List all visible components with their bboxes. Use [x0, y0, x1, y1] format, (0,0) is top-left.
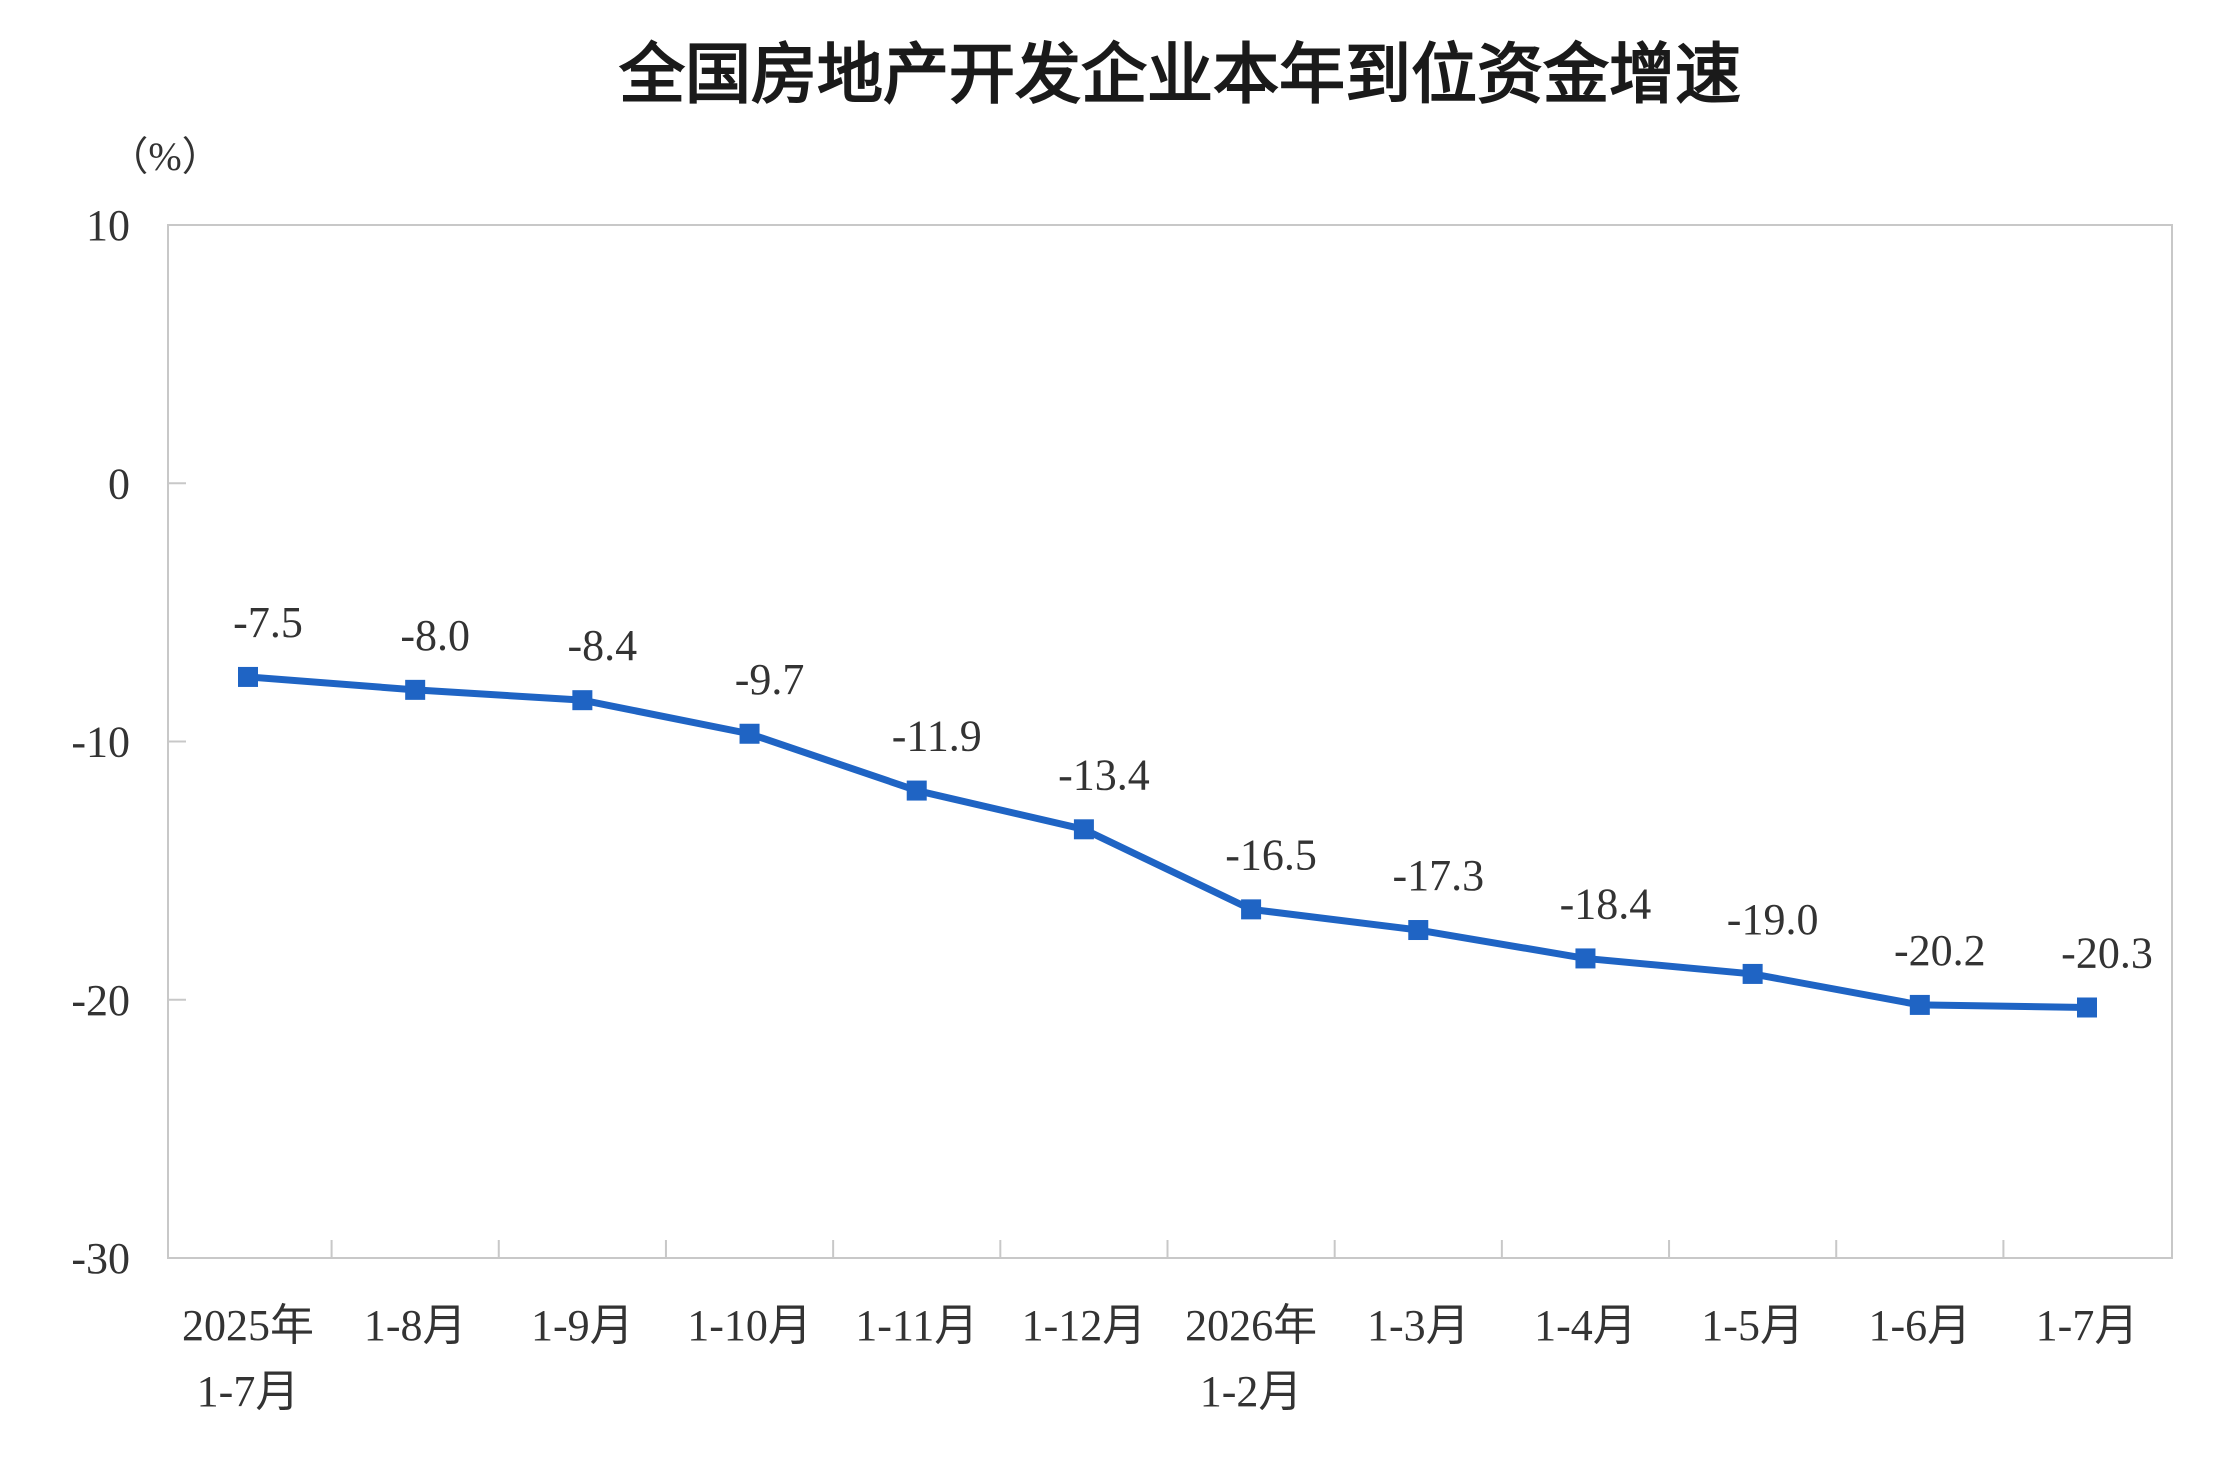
- data-label: -20.2: [1894, 926, 1986, 975]
- x-tick-label: 1-9月: [531, 1301, 634, 1350]
- y-tick-label: -10: [71, 718, 130, 767]
- y-tick-label: -30: [71, 1234, 130, 1283]
- chart-title: 全国房地产开发企业本年到位资金增速: [618, 36, 1741, 113]
- x-tick-label: 1-7月: [2036, 1301, 2139, 1350]
- data-label: -11.9: [892, 712, 982, 761]
- x-tick-label: 1-10月: [687, 1301, 812, 1350]
- x-tick-label: 2025年: [182, 1301, 314, 1350]
- data-label: -19.0: [1727, 895, 1819, 944]
- x-axis: 2025年 1-7月 1-8月 1-9月 1-10月 1-11月 1-12月 2026年 1-2…: [182, 1240, 2138, 1416]
- x-tick-label: 1-4月: [1534, 1301, 1637, 1350]
- y-tick-label: 0: [108, 459, 130, 508]
- x-tick-label: 1-6月: [1868, 1301, 1971, 1350]
- data-label: -18.4: [1560, 879, 1652, 928]
- data-point-marker: [572, 690, 593, 711]
- x-tick-label: 1-11月: [855, 1301, 978, 1350]
- data-point-marker: [1408, 920, 1429, 941]
- x-tick-label: 1-7月: [197, 1367, 300, 1416]
- data-point-marker: [1073, 819, 1094, 840]
- data-point-marker: [238, 666, 258, 687]
- x-tick-label: 1-12月: [1022, 1301, 1147, 1350]
- x-tick-label: 1-2月: [1200, 1367, 1303, 1416]
- data-point-marker: [906, 780, 927, 801]
- data-point-marker: [739, 723, 760, 744]
- data-label: -20.3: [2061, 928, 2153, 977]
- series-line: [244, 673, 2091, 1011]
- plot-frame: [167, 224, 2173, 1259]
- data-labels: -7.5 -8.0 -8.4 -9.7 -11.9 -13.4 -16.5 -17.3 -18.…: [233, 598, 2153, 978]
- data-point-marker: [1909, 994, 1930, 1015]
- x-tick-label: 2026年: [1185, 1301, 1317, 1350]
- data-label: -16.5: [1225, 830, 1317, 879]
- data-label: -8.0: [400, 611, 470, 660]
- data-point-marker: [1575, 948, 1596, 969]
- x-tick-label: 1-5月: [1701, 1301, 1804, 1350]
- data-label: -17.3: [1392, 851, 1484, 900]
- y-tick-label: 10: [86, 201, 130, 250]
- x-tick-label: 1-3月: [1367, 1301, 1470, 1350]
- y-axis-unit-label: （%）: [108, 134, 221, 179]
- data-point-marker: [2077, 997, 2097, 1018]
- data-label: -9.7: [735, 655, 805, 704]
- data-label: -8.4: [568, 621, 638, 670]
- data-label: -13.4: [1058, 750, 1150, 799]
- data-point-marker: [1742, 963, 1763, 984]
- y-tick-label: -20: [71, 976, 130, 1025]
- data-point-marker: [405, 679, 426, 700]
- data-point-marker: [1241, 899, 1262, 920]
- data-series: [238, 666, 2097, 1018]
- data-label: -7.5: [233, 598, 303, 647]
- y-axis: 10 0 -10 -20 -30: [71, 201, 186, 1283]
- x-tick-label: 1-8月: [364, 1301, 467, 1350]
